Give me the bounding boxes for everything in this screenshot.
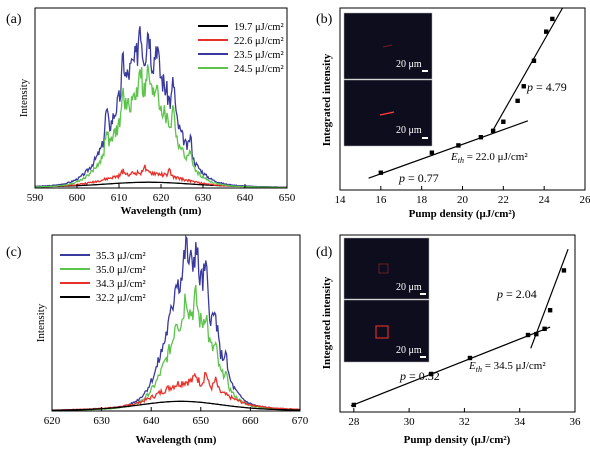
scale-label: 20 μm (396, 345, 422, 356)
panel-c: (c) 620 630 640 650 660 670 Wavelength (nm) I… (6, 235, 309, 446)
plot-frame (52, 235, 300, 411)
panel-label: (d) (316, 245, 333, 260)
legend-label: 19.7 μJ/cm² (234, 22, 284, 33)
x-tick-label: 22 (498, 194, 509, 206)
data-point (542, 327, 546, 331)
x-tick-label: 20 (457, 194, 469, 206)
legend: 19.7 μJ/cm² 22.6 μJ/cm² 23.5 μJ/cm² 24.5 μJ… (198, 22, 284, 75)
legend-label: 32.2 μJ/cm² (96, 293, 146, 304)
data-point (534, 332, 538, 336)
scale-label: 20 μm (396, 125, 422, 136)
x-tick-label: 36 (570, 416, 582, 428)
scale-bar (422, 137, 428, 139)
x-tick-label: 620 (44, 415, 61, 427)
x-tick-label: 670 (292, 415, 309, 427)
x-tick-label: 14 (335, 194, 347, 206)
spectrum-line (35, 64, 287, 187)
scale-bar (422, 70, 428, 72)
data-point (532, 59, 536, 63)
x-tick-label: 32 (459, 416, 470, 428)
x-axis-label: Wavelength (nm) (121, 205, 202, 217)
legend-label: 24.5 μJ/cm² (234, 64, 284, 75)
panel-a: (a) 590 600 610 620 630 640 650 Wavelength (nm… (6, 8, 296, 217)
fit-line (493, 8, 562, 130)
panel-label: (a) (6, 12, 22, 27)
x-ticks: 28 30 32 34 36 (348, 408, 581, 428)
legend-label: 35.0 μJ/cm² (96, 265, 146, 276)
scale-bar (420, 356, 426, 358)
spectrum-line (52, 237, 300, 411)
data-point (501, 120, 505, 124)
legend-label: 35.3 μJ/cm² (96, 251, 146, 262)
x-tick-label: 34 (514, 416, 526, 428)
slope-low-annotation: p = 0.32 (399, 369, 440, 383)
data-point (515, 99, 519, 103)
x-tick-label: 30 (404, 416, 416, 428)
inset-microscope-images: 20 μm 20 μm (344, 13, 432, 146)
x-axis-label: Wavelength (nm) (136, 434, 217, 446)
data-point (352, 403, 356, 407)
panel-b: (b) 14 16 18 20 22 24 26 Pump density (μJ/cm²)… (316, 8, 590, 220)
x-tick-label: 16 (375, 194, 387, 206)
data-point (550, 17, 554, 21)
data-point (522, 84, 526, 88)
x-tick-label: 660 (242, 415, 259, 427)
spectrum-lines (52, 237, 300, 411)
data-point (491, 129, 495, 133)
y-axis-label: Intensity (18, 78, 30, 117)
slope-high-annotation: p = 4.79 (526, 80, 567, 94)
x-tick-label: 620 (153, 192, 170, 204)
y-axis-label: Intensity (35, 303, 47, 342)
x-axis-label: Pump density (μJ/cm²) (404, 434, 511, 446)
threshold-annotation: Eth = 34.5 μJ/cm² (468, 360, 546, 374)
data-point (526, 333, 530, 337)
data-point (430, 150, 434, 154)
legend-label: 34.3 μJ/cm² (96, 279, 146, 290)
legend-label: 23.5 μJ/cm² (234, 50, 284, 61)
slope-low-annotation: p = 0.77 (398, 171, 439, 185)
legend: 35.3 μJ/cm² 35.0 μJ/cm² 34.3 μJ/cm² 32.2 μJ… (60, 251, 146, 304)
x-tick-label: 590 (27, 192, 44, 204)
x-tick-label: 600 (69, 192, 86, 204)
data-point (379, 171, 383, 175)
panel-label: (c) (6, 245, 22, 260)
slope-high-annotation: p = 2.04 (496, 287, 537, 301)
x-ticks: 14 16 18 20 22 24 26 (335, 186, 590, 206)
x-tick-label: 18 (416, 194, 428, 206)
data-point (544, 29, 548, 33)
spectrum-line (52, 285, 300, 411)
plot-frame (35, 8, 287, 188)
scale-bar (420, 293, 426, 295)
panel-label: (b) (316, 12, 333, 27)
x-tick-label: 26 (580, 194, 590, 206)
inset-microscope-images: 20 μm 20 μm (344, 238, 429, 362)
legend-label: 22.6 μJ/cm² (234, 36, 284, 47)
x-tick-label: 610 (111, 192, 128, 204)
x-tick-label: 24 (539, 194, 551, 206)
data-point (562, 268, 566, 272)
data-point (479, 135, 483, 139)
x-tick-label: 650 (193, 415, 210, 427)
panel-d: (d) 28 30 32 34 36 Pump density (μJ/cm²) Int… (316, 235, 581, 446)
data-point (548, 308, 552, 312)
data-point (456, 143, 460, 147)
spectrum-line (52, 373, 300, 410)
x-tick-label: 630 (195, 192, 212, 204)
scale-label: 20 μm (396, 59, 422, 70)
scale-label: 20 μm (396, 282, 422, 293)
x-tick-label: 640 (143, 415, 160, 427)
x-tick-label: 630 (93, 415, 110, 427)
x-axis-label: Pump density (μJ/cm²) (409, 208, 516, 220)
y-axis-label: Integrated intensity (321, 276, 333, 369)
x-tick-label: 650 (279, 192, 296, 204)
threshold-annotation: Eth = 22.0 μJ/cm² (450, 151, 528, 165)
x-tick-label: 28 (348, 416, 360, 428)
x-tick-label: 640 (237, 192, 254, 204)
y-axis-label: Integrated intensity (321, 53, 333, 146)
